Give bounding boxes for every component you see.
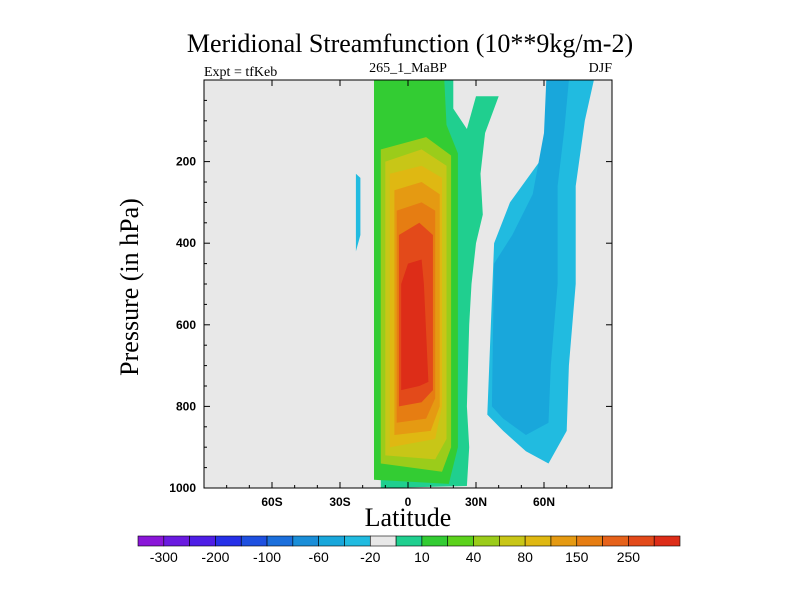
- colorbar-swatch: [292, 535, 319, 547]
- y-tick-label: 800: [176, 399, 196, 413]
- contour-fills: [355, 80, 594, 488]
- colorbar-swatch: [344, 535, 371, 547]
- colorbar-label: -100: [253, 549, 281, 565]
- colorbar-label: 80: [517, 549, 533, 565]
- colorbar-swatch: [240, 535, 268, 547]
- colorbar-swatch: [369, 535, 397, 547]
- experiment-label: Expt = tfKeb: [204, 65, 277, 80]
- colorbar-swatch: [189, 535, 216, 547]
- x-tick-label: 60N: [533, 495, 555, 509]
- chart-title: Meridional Streamfunction (10**9kg/m-2): [187, 29, 633, 58]
- season-label: DJF: [589, 61, 613, 76]
- y-tick-label: 200: [176, 155, 196, 169]
- x-tick-label: 30N: [465, 495, 487, 509]
- colorbar-label: 250: [617, 549, 641, 565]
- x-tick-label: 30S: [329, 495, 350, 509]
- colorbar-label: -20: [360, 549, 380, 565]
- colorbar-swatch: [421, 535, 449, 547]
- colorbar-swatch: [266, 535, 294, 547]
- colorbar-label: 150: [565, 549, 589, 565]
- x-tick-label: 60S: [261, 495, 282, 509]
- colorbar-label: -300: [150, 549, 178, 565]
- contour-region-11: [355, 173, 361, 252]
- y-tick-label: 400: [176, 236, 196, 250]
- colorbar-label: 40: [466, 549, 482, 565]
- colorbar-swatch: [137, 535, 165, 547]
- center-label: 265_1_MaBP: [369, 61, 447, 76]
- x-tick-label: 0: [405, 495, 412, 509]
- y-axis-title: Pressure (in hPa): [115, 198, 144, 376]
- colorbar-swatch: [628, 535, 655, 547]
- axis-ticks: 60S 30S 0 30N 60N 200 400 600 800 1000: [169, 80, 612, 509]
- colorbar-swatch: [215, 535, 242, 547]
- colorbar-label: 10: [414, 549, 430, 565]
- colorbar-swatch: [473, 535, 500, 547]
- contour-region-10: [491, 80, 569, 435]
- colorbar-swatch: [576, 535, 603, 547]
- colorbar-swatch: [602, 535, 629, 547]
- colorbar-swatch: [395, 535, 423, 547]
- y-tick-label: 1000: [169, 481, 196, 495]
- colorbar-swatch: [163, 535, 190, 547]
- colorbar-swatch: [499, 535, 526, 547]
- colorbar: -300 -200 -100 -60 -20 10 40 80 150 250: [137, 535, 681, 565]
- colorbar-swatch: [524, 535, 552, 547]
- colorbar-label: -200: [201, 549, 229, 565]
- colorbar-label: -60: [309, 549, 329, 565]
- colorbar-swatch: [447, 535, 474, 547]
- colorbar-swatch: [550, 535, 578, 547]
- colorbar-swatch: [653, 535, 681, 547]
- colorbar-swatch: [318, 535, 345, 547]
- x-axis-title: Latitude: [365, 503, 452, 532]
- y-tick-label: 600: [176, 318, 196, 332]
- contour-region-8: [401, 259, 429, 391]
